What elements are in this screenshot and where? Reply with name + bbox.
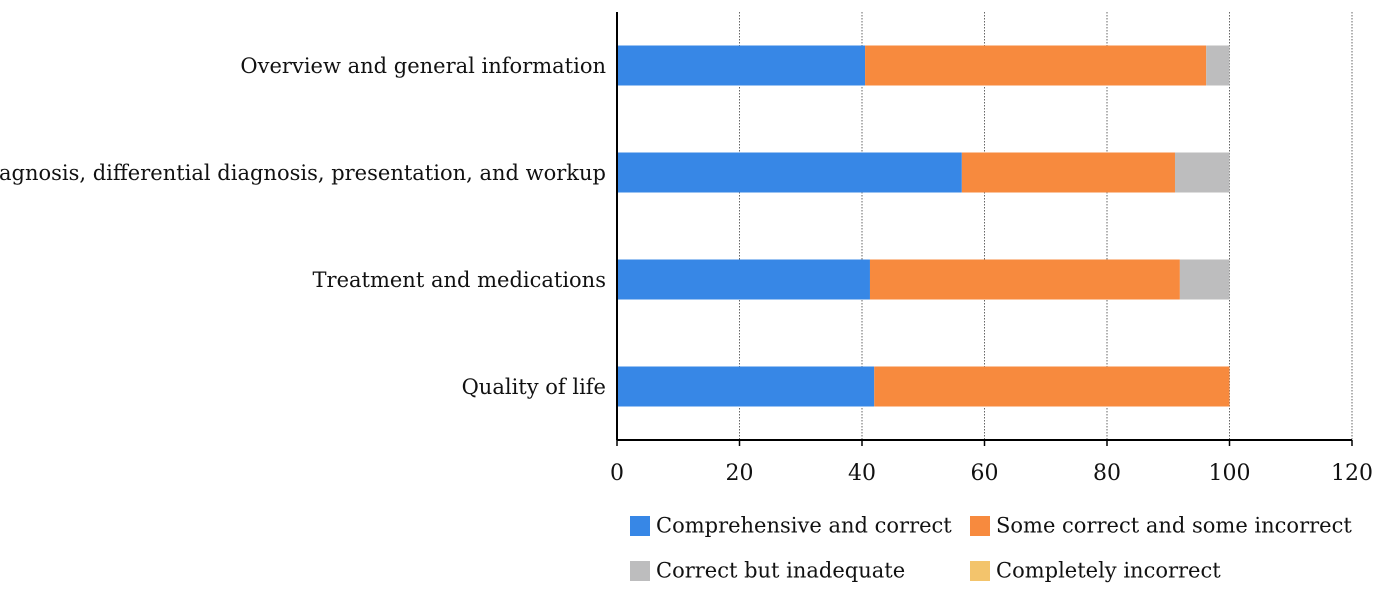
y-tick-label: Quality of life [462,375,606,399]
legend-label: Comprehensive and correct [656,514,952,538]
legend-swatch [970,561,990,581]
x-tick-label: 60 [971,461,999,486]
bar-segment [1174,152,1230,193]
x-tick-label: 0 [610,461,624,486]
x-tick-label: 80 [1093,461,1121,486]
bar-segment [869,259,1180,300]
x-tick-label: 20 [726,461,754,486]
bar-segment [1206,45,1230,86]
y-tick-label: Overview and general information [240,54,606,78]
x-tick-label: 40 [848,461,876,486]
legend-swatch [970,516,990,536]
y-tick-label: Treatment and medications [313,268,606,292]
bar-segment [617,45,866,86]
legend-swatch [630,516,650,536]
bar-segment [865,45,1207,86]
x-tick-label: 120 [1331,461,1373,486]
legend-label: Correct but inadequate [656,559,905,583]
y-tick-label: Diagnosis, differential diagnosis, prese… [0,161,606,185]
legend-swatch [630,561,650,581]
bar-segment [1179,259,1230,300]
bar-segment [961,152,1175,193]
bar-segment [617,152,962,193]
bar-segment [617,259,870,300]
x-tick-label: 100 [1209,461,1251,486]
bar-segment [617,366,875,407]
legend-label: Some correct and some incorrect [996,514,1352,538]
bar-segment [874,366,1230,407]
legend-label: Completely incorrect [996,559,1221,583]
